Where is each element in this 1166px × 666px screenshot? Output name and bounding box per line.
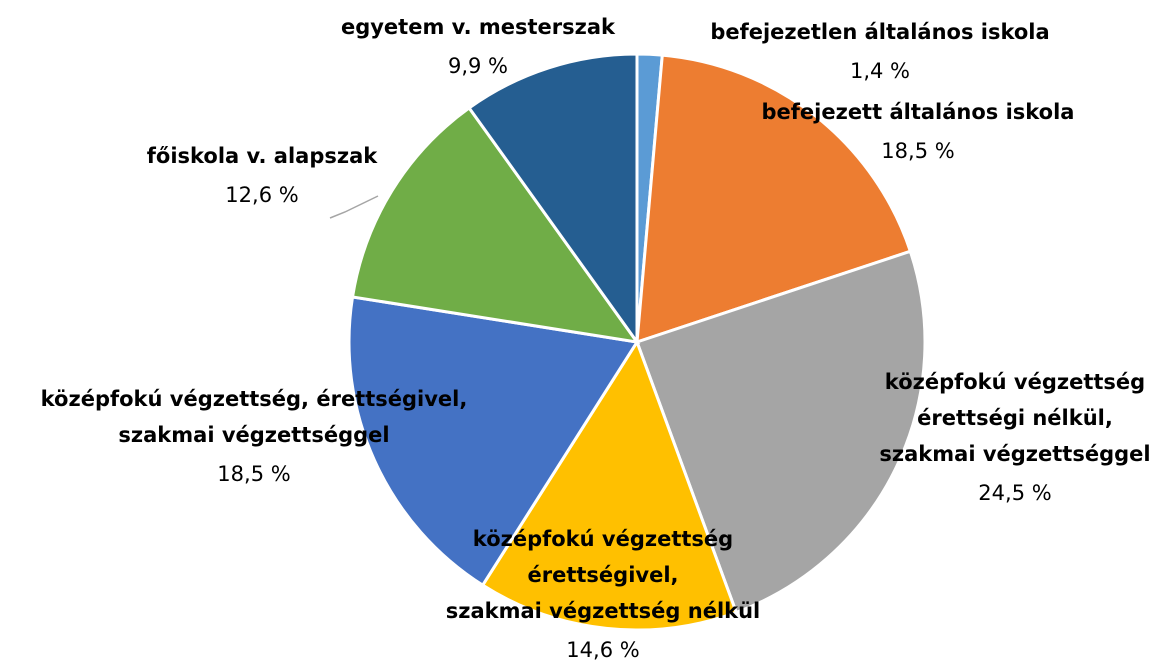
slice-label: középfokú végzettség <box>885 370 1145 394</box>
slice-label: szakmai végzettséggel <box>879 442 1150 466</box>
slice-label: szakmai végzettség nélkül <box>446 599 761 623</box>
pie-slice <box>635 53 913 345</box>
slice-label: érettségivel, <box>528 563 679 587</box>
slice-label: középfokú végzettség, érettségivel, <box>41 387 468 411</box>
value-label: 24,5 % <box>978 481 1051 505</box>
pie-slice <box>480 338 739 632</box>
slice-label: középfokú végzettség <box>473 527 733 551</box>
pie-slice <box>350 105 641 345</box>
value-label: 9,9 % <box>448 54 508 78</box>
value-label: 12,6 % <box>225 183 298 207</box>
value-label: 1,4 % <box>850 59 910 83</box>
value-label: 18,5 % <box>881 139 954 163</box>
slice-label: befejezetlen általános iskola <box>710 20 1049 44</box>
leader-line <box>329 195 379 219</box>
slice-label: egyetem v. mesterszak <box>341 15 616 39</box>
value-label: 18,5 % <box>217 462 290 486</box>
slice-label: szakmai végzettséggel <box>118 423 389 447</box>
value-label: 14,6 % <box>566 638 639 662</box>
pie-slice <box>635 249 927 615</box>
pie-slice <box>347 295 640 588</box>
pie-slice <box>467 52 639 347</box>
slice-label: főiskola v. alapszak <box>147 144 379 168</box>
slice-label: érettségi nélkül, <box>917 406 1113 430</box>
slice-label: befejezett általános iskola <box>762 100 1075 124</box>
